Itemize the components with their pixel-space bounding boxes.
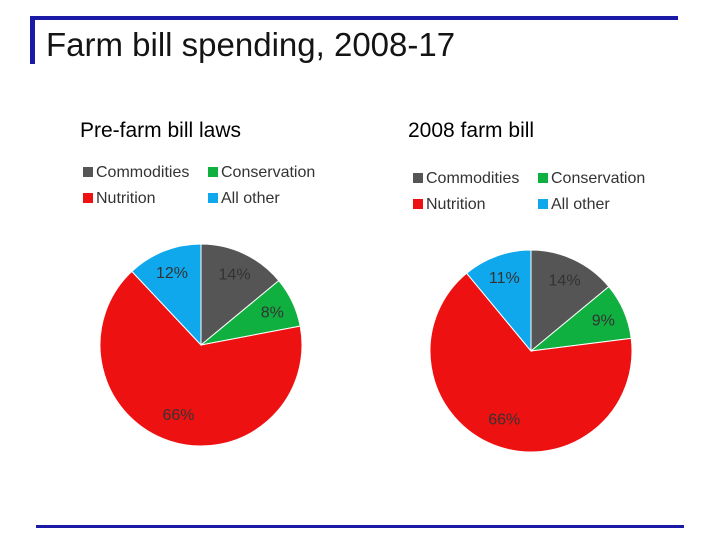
title-rule-top (30, 16, 678, 20)
legend-label-all-other: All other (221, 190, 280, 207)
title-rule-left (30, 16, 35, 64)
legend-label-commodities: Commodities (426, 170, 519, 187)
legend-label-nutrition: Nutrition (96, 190, 156, 207)
data-label-all-other: 12% (156, 265, 188, 282)
legend-label-nutrition: Nutrition (426, 196, 486, 213)
data-label-all-other: 11% (489, 270, 520, 287)
legend-swatch-nutrition (413, 199, 423, 209)
legend-swatch-nutrition (83, 193, 93, 203)
legend-swatch-conservation (538, 173, 548, 183)
legend-swatch-all-other (538, 199, 548, 209)
data-label-conservation: 8% (261, 304, 284, 321)
chart-title-pre-farm-bill: Pre-farm bill laws (80, 119, 242, 142)
legend-swatch-commodities (413, 173, 423, 183)
data-label-nutrition: 66% (488, 412, 520, 429)
slide-title: Farm bill spending, 2008-17 (46, 26, 456, 63)
pie-slice-nutrition (99, 270, 303, 447)
pie-slice-all-other (131, 243, 202, 347)
data-label-conservation: 9% (592, 313, 615, 330)
legend-swatch-conservation (208, 167, 218, 177)
data-label-commodities: 14% (219, 267, 251, 284)
pie-slice-commodities (530, 249, 610, 353)
pie-slice-all-other (465, 249, 532, 353)
legend-swatch-commodities (83, 167, 93, 177)
legend-swatch-all-other (208, 193, 218, 203)
legend-label-conservation: Conservation (221, 164, 315, 181)
pie-slice-commodities (200, 243, 280, 347)
legend-label-commodities: Commodities (96, 164, 189, 181)
data-label-commodities: 14% (549, 273, 581, 290)
footer-rule (36, 525, 684, 528)
pie-slice-nutrition (429, 272, 633, 453)
chart-title-2008-farm-bill: 2008 farm bill (408, 119, 535, 142)
legend-label-all-other: All other (551, 196, 610, 213)
legend-label-conservation: Conservation (551, 170, 645, 187)
data-label-nutrition: 66% (163, 407, 195, 424)
